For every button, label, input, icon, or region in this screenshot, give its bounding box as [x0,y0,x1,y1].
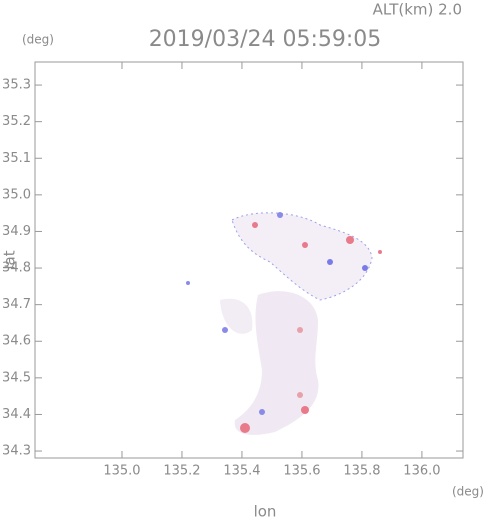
y-tick-label: 34.3 [2,444,31,459]
y-tick-label: 34.7 [2,297,31,312]
y-tick-label: 34.6 [2,334,31,349]
x-unit: (deg) [452,485,484,499]
x-label: lon [254,503,277,521]
echo-area [186,212,382,435]
y-label: lat [1,250,19,269]
y-tick-label: 34.5 [2,370,31,385]
x-tick-label: 136.0 [403,464,440,479]
altitude-label: ALT(km) 2.0 [373,1,462,19]
y-tick-label: 35.2 [2,114,31,129]
x-tick-label: 135.6 [283,464,320,479]
y-tick-label: 35.3 [2,78,31,93]
y-tick-label: 34.4 [2,407,31,422]
x-tick-label: 135.2 [163,464,200,479]
y-tick-label: 35.1 [2,151,31,166]
y-unit: (deg) [22,33,54,47]
y-tick-label: 34.8 [2,261,31,276]
chart-title: 2019/03/24 05:59:05 [149,27,382,52]
y-tick-label: 35.0 [2,187,31,202]
x-tick-label: 135.0 [103,464,140,479]
x-tick-label: 135.8 [343,464,380,479]
y-tick-label: 34.9 [2,224,31,239]
x-tick-label: 135.4 [223,464,260,479]
plot-frame [34,61,464,459]
